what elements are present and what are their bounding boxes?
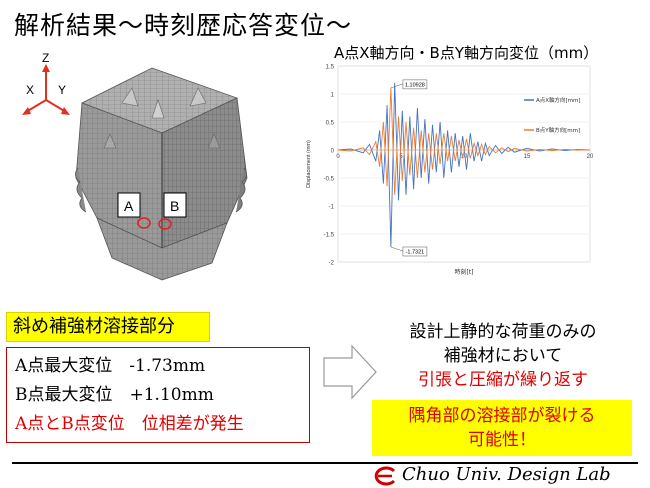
point-b-marker [158, 218, 172, 230]
fem-model-svg: Z X Y A B [22, 51, 248, 281]
axis-z-label: Z [42, 51, 49, 65]
y-tick-label: 0.5 [326, 121, 335, 127]
x-axis-label: 時刻[t] [454, 268, 473, 276]
point-b-label: B [170, 198, 179, 214]
legend-entry: A点X軸方向[mm] [536, 96, 581, 104]
conclusion-line-2: 補強材において [443, 346, 563, 366]
conclusion-line-1: 設計上静的な荷重のみの [409, 322, 597, 342]
y-tick-label: -1 [329, 205, 335, 211]
displacement-chart: A点X軸方向・B点Y軸方向変位（mm） 1.5 1 0.5 0 -0.5 -1 -1.5 -2… [300, 42, 610, 282]
result-phase-diff: A点とB点変位 位相差が発生 [15, 414, 244, 434]
conclusion-line-3: 引張と圧縮が繰り返す [418, 370, 588, 390]
warning-box: 隅角部の溶接部が裂ける 可能性！ [372, 400, 632, 456]
annotation-box [402, 246, 428, 257]
axis-y-label: Y [58, 83, 66, 97]
legend-entry: B点Y軸方向[mm] [536, 126, 580, 134]
weld-part-label: 斜め補強材溶接部分 [6, 312, 210, 342]
plot-area [337, 65, 591, 263]
slide-title: 解析結果～時刻歴応答変位～ [14, 11, 353, 40]
point-a-label: A [124, 198, 134, 214]
y-axis-label: Displacement (mm) [306, 140, 312, 188]
y-tick-label: 0 [331, 149, 335, 155]
fem-model-figure: Z X Y A B [12, 48, 302, 303]
university-logo-icon [372, 466, 398, 486]
point-a-box [117, 192, 141, 218]
annotation-box [402, 79, 428, 90]
chart-title: A点X軸方向・B点Y軸方向変位（mm） [334, 44, 599, 62]
annotation-leader [390, 83, 403, 89]
annotation-label: -1.7321 [406, 249, 425, 255]
result-box: A点最大変位 -1.73mm B点最大変位 +1.10mm A点とB点変位 位相… [6, 347, 310, 443]
point-a-marker [137, 217, 151, 229]
footer-lab-name: Chuo Univ. Design Lab [402, 464, 611, 485]
point-b-box [163, 192, 187, 218]
result-b-max: B点最大変位 +1.10mm [15, 385, 214, 405]
series-line-2 [337, 87, 590, 195]
y-tick-label: 1.5 [326, 65, 335, 71]
axis-x-label: X [26, 83, 34, 97]
annotation-label: 1.10928 [405, 82, 425, 88]
x-tick-label: 10 [461, 154, 468, 160]
footer-divider [12, 462, 638, 464]
y-tick-label: -1.5 [324, 233, 335, 239]
y-tick-label: 1 [331, 93, 335, 99]
result-a-max: A点最大変位 -1.73mm [15, 356, 206, 376]
chart-svg: 1.510.50-0.5-1-1.5-20 5 10 15 20Displacement… [306, 65, 594, 277]
annotation-leader [390, 246, 403, 252]
x-tick-label: 20 [587, 154, 594, 160]
cube-mesh [75, 67, 248, 281]
y-tick-label: -0.5 [324, 177, 335, 183]
arrow-right-icon [322, 344, 378, 400]
axis-triad: Z X Y [22, 51, 70, 115]
x-tick-label: 0 [336, 154, 340, 160]
warning-line-2: 可能性！ [468, 430, 536, 450]
conclusion-text: 設計上静的な荷重のみの 補強材において 引張と圧縮が繰り返す [372, 320, 634, 392]
x-tick-label: 15 [524, 154, 531, 160]
warning-line-1: 隅角部の溶接部が裂ける [408, 406, 596, 426]
y-tick-label: -2 [329, 261, 335, 267]
